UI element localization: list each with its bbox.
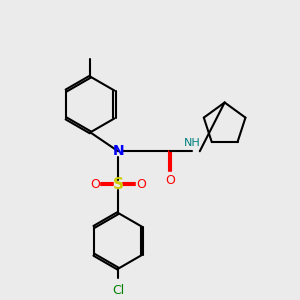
Text: Cl: Cl (112, 284, 124, 297)
Text: NH: NH (183, 138, 200, 148)
Text: O: O (165, 174, 175, 187)
Text: O: O (90, 178, 100, 190)
Text: S: S (113, 177, 124, 192)
Text: N: N (112, 144, 124, 158)
Text: O: O (136, 178, 146, 190)
